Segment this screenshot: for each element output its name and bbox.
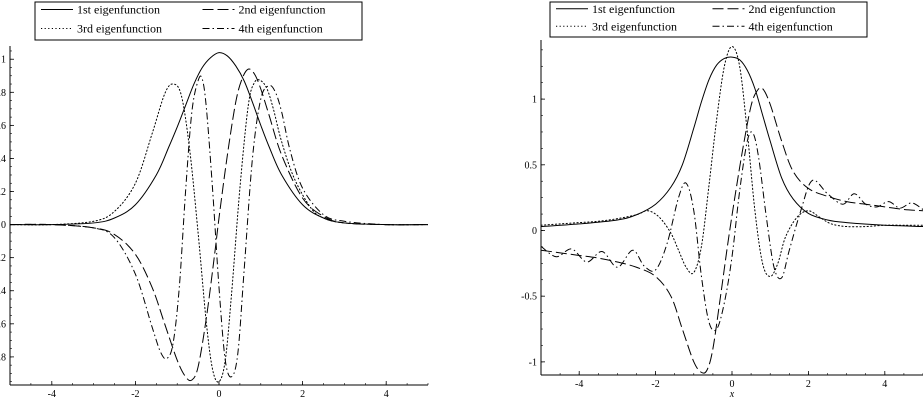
y-tick-label: 0.6 [0,121,6,132]
legend-label-3: 3rd eigenfunction [592,19,677,33]
x-tick-label: 4 [384,389,389,397]
series-line-4 [10,75,428,378]
y-tick-label: -0.2 [0,253,6,264]
legend-box [34,1,363,41]
x-tick-label: 0 [217,389,222,397]
y-tick-label: 1 [532,95,537,106]
legend-label-4: 4th eigenfunction [239,22,323,36]
x-tick-label: -4 [575,379,583,390]
series-line-1 [541,56,923,228]
x-tick-label: 2 [806,379,811,390]
y-tick-label: -0.4 [0,286,6,297]
series-line-2 [541,87,923,374]
x-axis-label: x [729,389,735,397]
y-tick-label: -1 [529,357,537,368]
x-tick-label: -4 [48,389,56,397]
y-tick-label: -0.8 [0,352,6,363]
y-tick-label: 0.2 [0,187,6,198]
legend-label-1: 1st eigenfunction [77,3,160,17]
legend-label-4: 4th eigenfunction [749,19,833,33]
chart-panel-2: -1 -0.5 0 0.5 1 -4 -2 0 2 4 x 1st eigenfunction 2nd … [521,1,923,397]
legend: 1st eigenfunction 2nd eigenfunction 3rd ei… [34,1,363,41]
x-tick-label: 0 [730,379,735,390]
x-tick-label: 2 [300,389,305,397]
x-tick-label: -2 [131,389,139,397]
y-tick-label: 0.5 [525,160,538,171]
y-tick-label: -0.5 [521,292,537,303]
x-tick-label: -2 [651,379,659,390]
legend-label-2: 2nd eigenfunction [239,3,326,17]
chart-panel-1: -0.8-0.6-0.4-0.200.20.40.60.81-4-2024x1s… [0,1,429,397]
series-line-2 [10,68,428,382]
legend-label-3: 3rd eigenfunction [77,22,162,36]
y-tick-label: 1 [1,55,6,66]
legend-box [549,1,868,38]
y-tick-label: 0.4 [0,154,6,165]
y-tick-label: 0 [532,226,537,237]
series-line-3 [10,79,428,383]
series-line-3 [541,46,923,277]
series-line-1 [10,52,428,226]
legend-label-2: 2nd eigenfunction [749,2,836,16]
y-tick-label: 0.8 [0,88,6,99]
y-tick-label: 0 [1,220,6,231]
legend: 1st eigenfunction 2nd eigenfunction 3rd ei… [549,1,868,38]
y-tick-label: -0.6 [0,319,6,330]
legend-label-1: 1st eigenfunction [592,2,675,16]
x-tick-label: 4 [882,379,887,390]
series-line-4 [541,131,923,332]
